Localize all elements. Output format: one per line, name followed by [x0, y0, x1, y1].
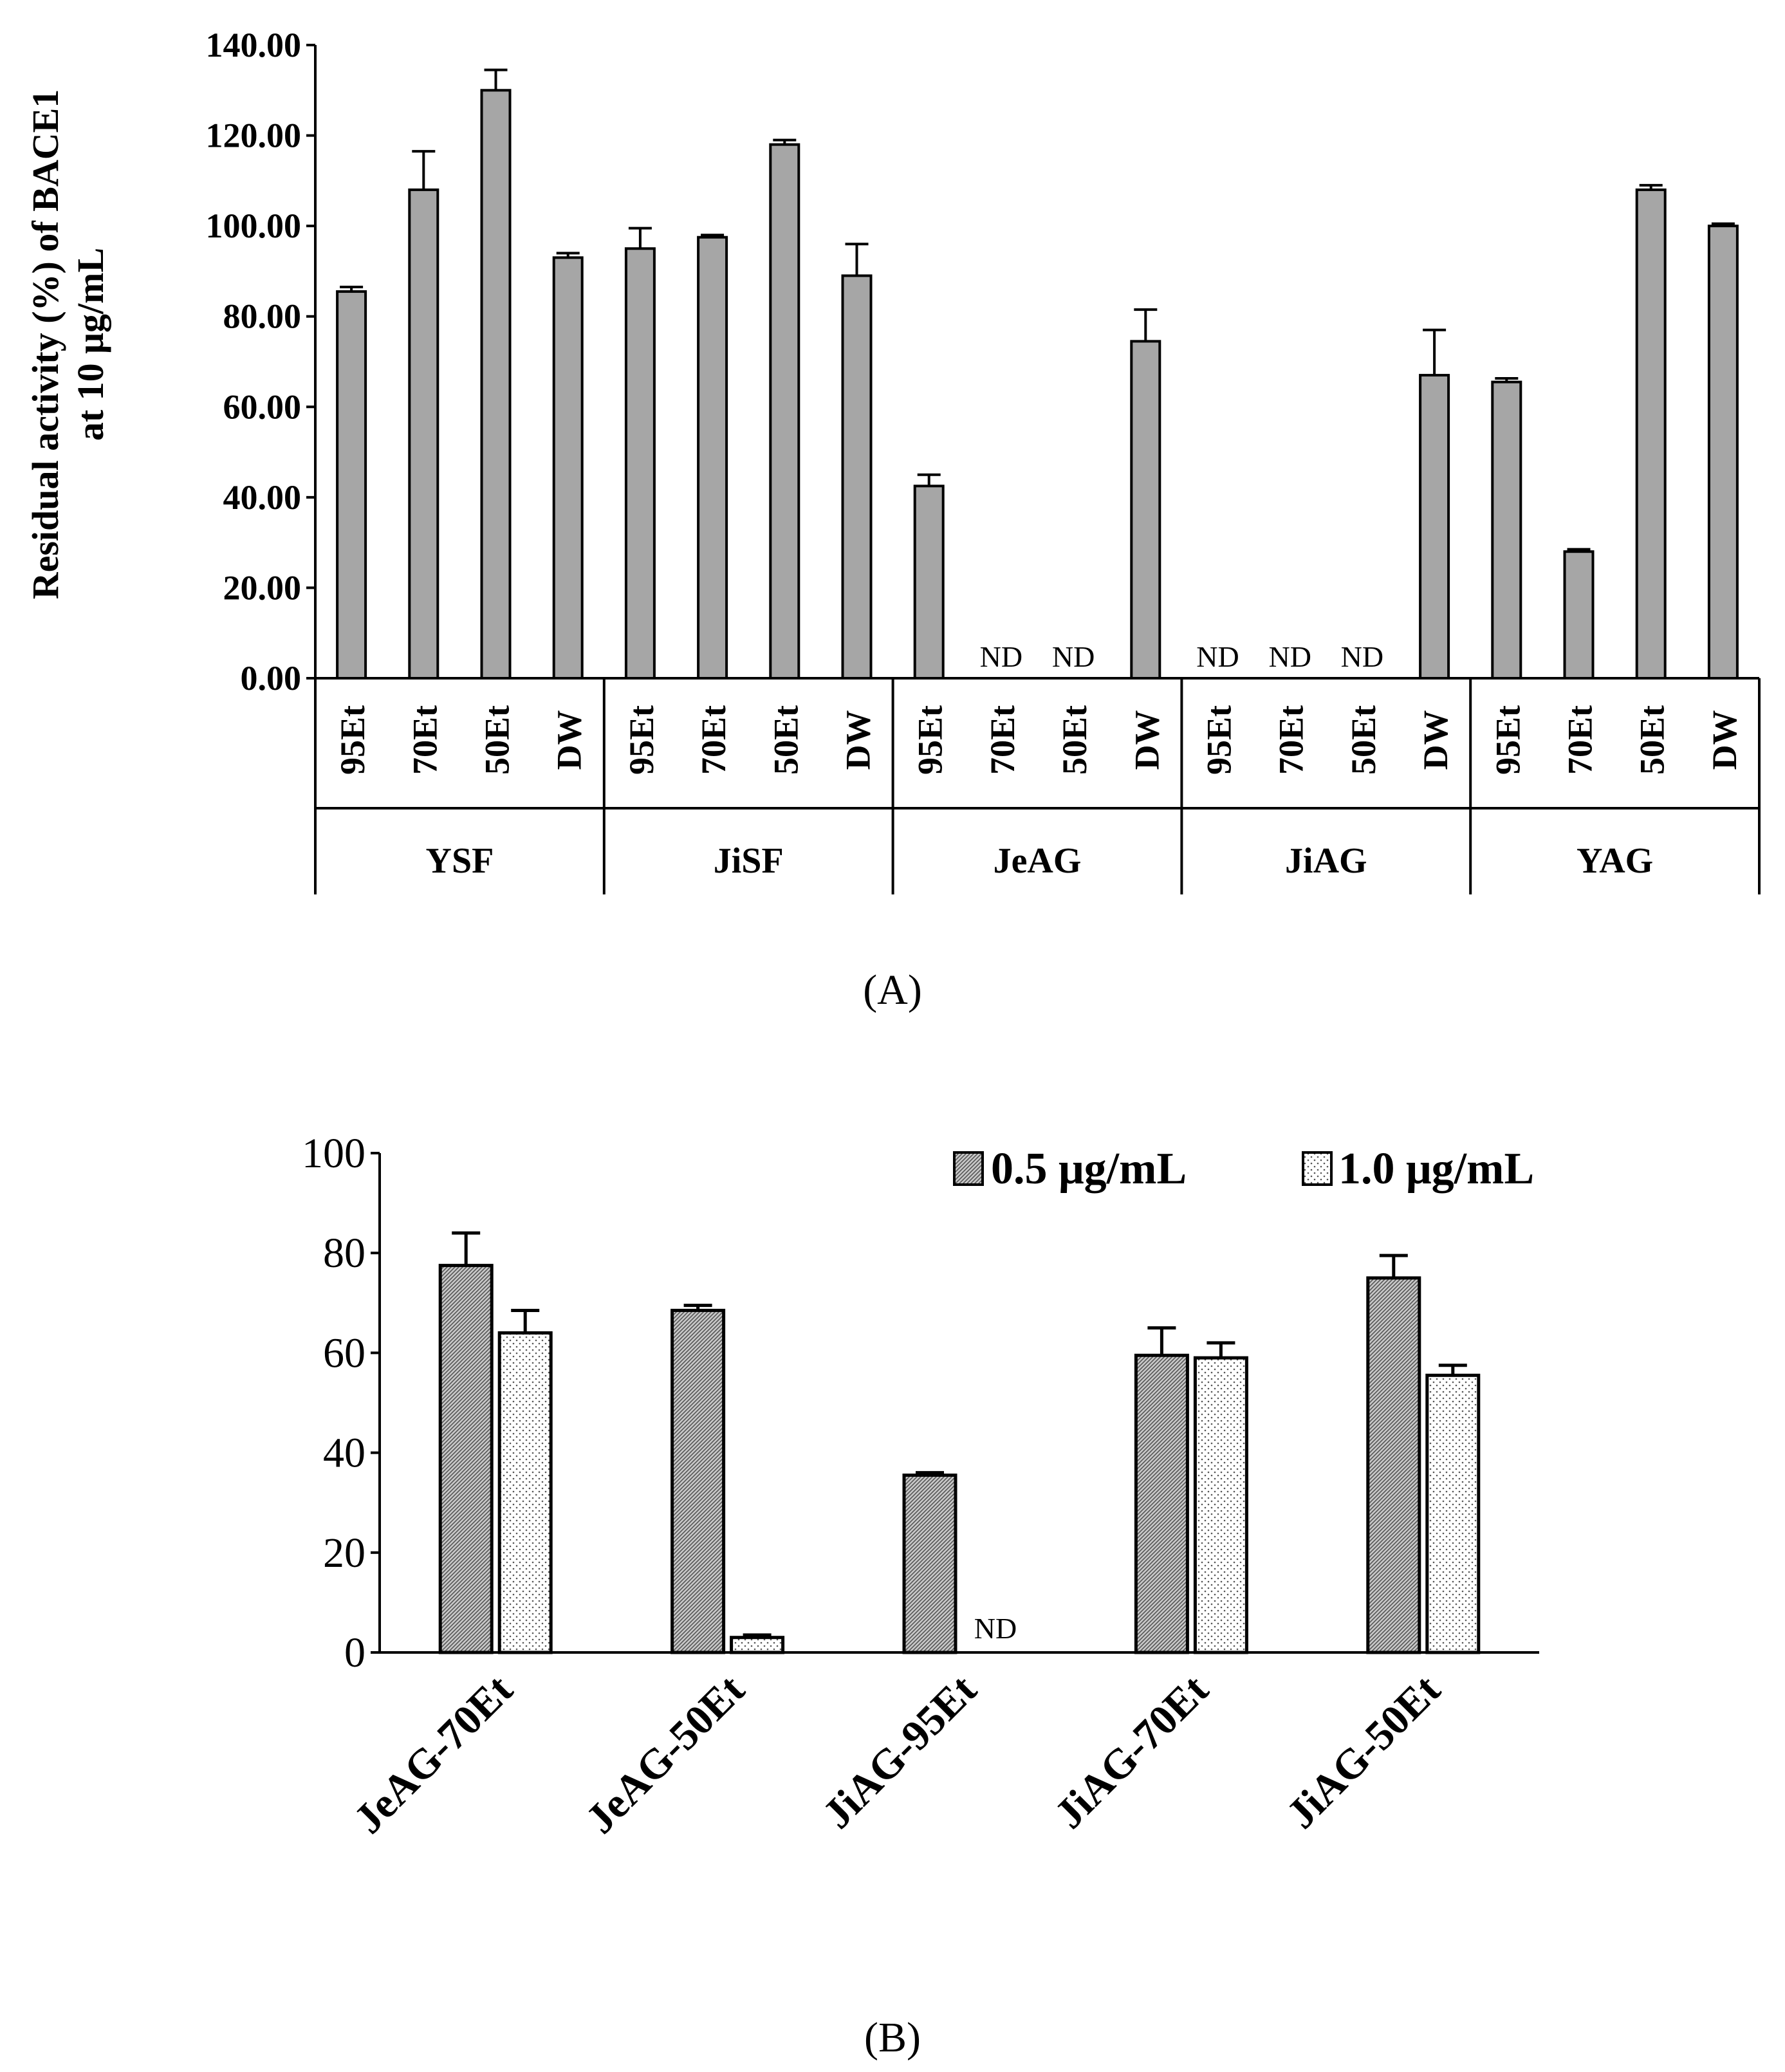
panel-a-bar-label: 95Et	[333, 705, 372, 775]
panel-a-bar	[1491, 380, 1522, 680]
panel-a-bar	[336, 290, 367, 680]
panel-a-bar-label: 95Et	[1488, 705, 1527, 775]
panel-b-y-tick-label: 20	[323, 1530, 365, 1577]
panel-a-bar	[1707, 225, 1739, 680]
panel-a-bar-label: DW	[1127, 710, 1166, 770]
panel-a-bar	[1130, 340, 1161, 680]
panel-a-bar-label: 95Et	[622, 705, 661, 775]
panel-b-x-axis: JeAG-70Et JeAG-50Et JiAG-95Et JiAG-70Et JiAG…	[345, 1651, 1539, 1843]
panel-a-y-tick-label: 0.00	[241, 659, 302, 698]
panel-b-bar	[1134, 1353, 1189, 1654]
panel-a-bar	[1563, 550, 1595, 680]
panel-b-category-label: JeAG-50Et	[577, 1666, 754, 1843]
panel-a-bar-label: 50Et	[1633, 705, 1672, 775]
panel-a-bar	[552, 256, 584, 680]
panel-a-bar-label: 70Et	[694, 705, 733, 775]
panel-b-y-axis: 0 20 40 60 80 100	[302, 1130, 381, 1676]
panel-a-group-label: JiAG	[1285, 841, 1367, 881]
panel-a-group-label: JeAG	[994, 841, 1082, 881]
panel-a-bar-label: 50Et	[478, 705, 517, 775]
panel-a-y-tick-label: 100.00	[206, 207, 302, 245]
panel-b-category-label: JiAG-95Et	[814, 1666, 986, 1838]
panel-b-legend: 0.5 μg/mL 1.0 μg/mL	[953, 1144, 1534, 1194]
panel-b-bar	[902, 1474, 957, 1654]
panel-a-bar-label: 70Et	[983, 705, 1022, 775]
panel-a-bar-label: 95Et	[1200, 705, 1239, 775]
panel-a-bar	[769, 143, 800, 680]
panel-a-bar	[624, 247, 656, 680]
legend-swatch-1-0	[1302, 1151, 1333, 1186]
panel-b-bar	[1425, 1373, 1481, 1654]
panel-a-bar-label: 95Et	[911, 705, 950, 775]
panel-b-bar	[497, 1331, 553, 1654]
panel-b-nd-label: ND	[974, 1612, 1017, 1645]
panel-b-y-tick-label: 40	[323, 1430, 365, 1477]
panel-b-chart: 0 20 40 60 80 100 ND JeAG-70Et JeAG-50Et JiAG-9…	[302, 1130, 1539, 2061]
panel-a-x-axis: YSF 95Et 70Et 50Et DW JiSF 95Et 70Et 50Et DW JeAG 9…	[314, 677, 1761, 894]
panel-a-ylabel-line2: at 10 μg/mL	[69, 248, 111, 441]
panel-b-y-tick-label: 100	[302, 1130, 365, 1177]
panel-b-y-tick-label: 0	[344, 1629, 365, 1676]
panel-a-bars: ND ND ND ND ND	[336, 68, 1739, 680]
panel-a-bar	[1635, 188, 1667, 680]
panel-a-bar-label: 50Et	[1344, 705, 1383, 775]
panel-a-y-axis: 0.00 20.00 40.00 60.00 80.00 100.00 120.00 140.…	[206, 26, 317, 698]
panel-b-category-label: JiAG-50Et	[1278, 1666, 1450, 1838]
panel-a-bar-label: DW	[839, 710, 878, 770]
panel-a-nd-label: ND	[1341, 640, 1383, 673]
panel-a-bar-label: DW	[550, 710, 589, 770]
panel-a-group-label: JiSF	[714, 841, 784, 881]
panel-b-category-label: JeAG-70Et	[345, 1666, 522, 1843]
panel-a-bar	[697, 236, 728, 680]
panel-a-bar-label: 50Et	[1055, 705, 1094, 775]
panel-b-bar	[671, 1308, 726, 1654]
panel-b-category-label: JiAG-70Et	[1046, 1666, 1217, 1838]
panel-b-bar	[438, 1264, 494, 1654]
panel-a-ylabel-line1: Residual activity (%) of BACE1	[24, 89, 66, 600]
panel-a-group-label: YSF	[426, 841, 494, 881]
panel-a-caption: (A)	[863, 967, 922, 1013]
panel-b-bars: ND	[438, 1231, 1481, 1654]
panel-a-bar-label: 70Et	[405, 705, 444, 775]
panel-a-y-tick-label: 40.00	[223, 478, 302, 517]
legend-label-1-0: 1.0 μg/mL	[1338, 1144, 1534, 1194]
panel-a-group-label: YAG	[1577, 841, 1653, 881]
panel-b-bar	[1193, 1356, 1248, 1654]
panel-a-bar-label: DW	[1416, 710, 1455, 770]
panel-a-y-tick-label: 20.00	[223, 568, 302, 607]
panel-a-bar	[841, 274, 873, 680]
panel-a-chart: Residual activity (%) of BACE1 at 10 μg/…	[24, 26, 1761, 1013]
legend-label-0-5: 0.5 μg/mL	[991, 1144, 1187, 1194]
panel-a-bar-label: 50Et	[766, 705, 805, 775]
legend-swatch-0-5	[953, 1151, 984, 1186]
panel-a-y-tick-label: 120.00	[206, 116, 302, 155]
panel-a-nd-label: ND	[980, 640, 1022, 673]
panel-b-bar	[730, 1636, 785, 1654]
panel-a-bar-label: 70Et	[1272, 705, 1311, 775]
panel-b-bar	[1366, 1276, 1421, 1654]
panel-a-nd-label: ND	[1196, 640, 1239, 673]
panel-b-y-tick-label: 60	[323, 1329, 365, 1376]
panel-a-y-tick-label: 60.00	[223, 387, 302, 426]
panel-b-y-tick-label: 80	[323, 1230, 365, 1277]
panel-a-bar-label: 70Et	[1561, 705, 1600, 775]
panel-a-nd-label: ND	[1052, 640, 1095, 673]
panel-a-bar	[1419, 374, 1450, 680]
panel-a-bar	[913, 485, 945, 680]
panel-a-bar	[408, 188, 439, 680]
panel-a-nd-label: ND	[1268, 640, 1311, 673]
panel-a-bar	[480, 89, 512, 680]
panel-a-y-tick-label: 140.00	[206, 26, 302, 64]
panel-b-caption: (B)	[864, 2014, 921, 2061]
panel-a-bar-label: DW	[1705, 710, 1744, 770]
panel-a-y-tick-label: 80.00	[223, 297, 302, 336]
